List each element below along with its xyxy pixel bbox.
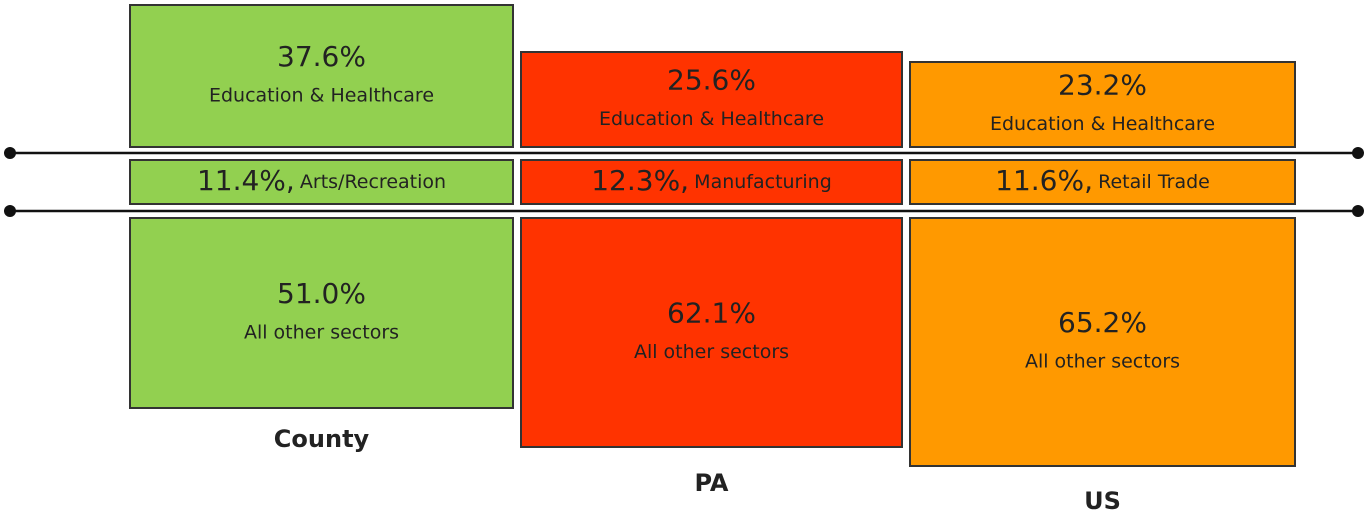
segment-label: Education & Healthcare (599, 108, 824, 130)
segment-box (129, 217, 514, 409)
dot (1352, 205, 1364, 217)
segment-label: Education & Healthcare (209, 85, 434, 107)
segment-label: Retail Trade (1098, 171, 1210, 193)
segment-box (129, 4, 514, 148)
segment-text: 11.4%, Arts/Recreation (197, 164, 446, 197)
segment-label: Education & Healthcare (990, 113, 1215, 135)
column-label: PA (695, 469, 729, 497)
dot (4, 147, 16, 159)
segment-box (520, 217, 903, 448)
segment-value: 11.6%, (995, 164, 1093, 197)
segment-box (129, 159, 514, 205)
segment-value: 51.0% (277, 277, 366, 310)
segment-label: Manufacturing (694, 171, 832, 193)
segment-box (520, 159, 903, 205)
segment-value: 65.2% (1058, 306, 1147, 339)
column-label: US (1084, 487, 1121, 515)
segment-box (520, 51, 903, 148)
segment-label: All other sectors (1025, 351, 1180, 373)
segment-text: 11.6%, Retail Trade (995, 164, 1210, 197)
column-label: County (274, 425, 370, 453)
segment-value: 62.1% (667, 297, 756, 330)
segment-label: Arts/Recreation (300, 171, 446, 193)
segment-value: 12.3%, (591, 164, 689, 197)
segment-label: All other sectors (634, 341, 789, 363)
dot (1352, 147, 1364, 159)
segment-value: 37.6% (277, 40, 366, 73)
segment-value: 11.4%, (197, 164, 295, 197)
divider-lines (4, 147, 1364, 217)
segment-box (909, 217, 1296, 467)
segment-value: 25.6% (667, 64, 756, 97)
segment-box (909, 159, 1296, 205)
segment-value: 23.2% (1058, 69, 1147, 102)
segment-box (909, 61, 1296, 148)
dot (4, 205, 16, 217)
segment-text: 12.3%, Manufacturing (591, 164, 832, 197)
segment-label: All other sectors (244, 322, 399, 344)
